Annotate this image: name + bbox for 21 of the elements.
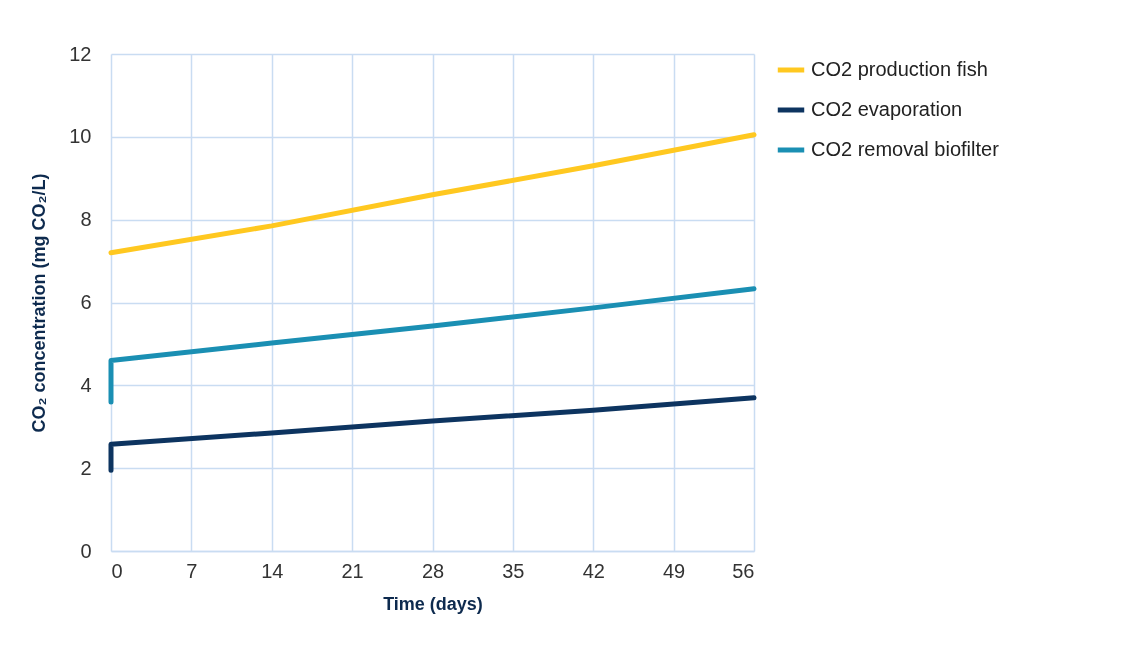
x-tick-label: 28 xyxy=(421,559,445,582)
y-tick-label: 10 xyxy=(69,125,92,148)
x-tick-label: 14 xyxy=(261,559,284,582)
y-axis-title: CO₂ concentration (mg CO₂/L) xyxy=(29,173,50,433)
y-tick-label: 8 xyxy=(80,208,92,231)
x-tick-label: 7 xyxy=(186,559,198,582)
x-tick-label: 0 xyxy=(111,559,123,582)
x-tick-label: 42 xyxy=(582,559,605,582)
x-tick-label: 56 xyxy=(732,559,755,582)
x-tick-label: 35 xyxy=(502,559,525,582)
y-tick-label: 12 xyxy=(69,42,92,65)
x-tick-label: 49 xyxy=(663,559,686,582)
legend-label: CO2 production fish xyxy=(811,58,988,80)
y-tick-label: 4 xyxy=(80,373,92,396)
y-tick-label: 2 xyxy=(80,456,92,479)
legend-label: CO2 evaporation xyxy=(811,98,963,120)
y-tick-label: 6 xyxy=(80,291,92,313)
y-tick-label: 0 xyxy=(80,539,92,562)
x-tick-label: 21 xyxy=(341,559,364,582)
x-axis-title: Time (days) xyxy=(383,593,483,614)
legend-label: CO2 removal biofilter xyxy=(811,138,1000,160)
